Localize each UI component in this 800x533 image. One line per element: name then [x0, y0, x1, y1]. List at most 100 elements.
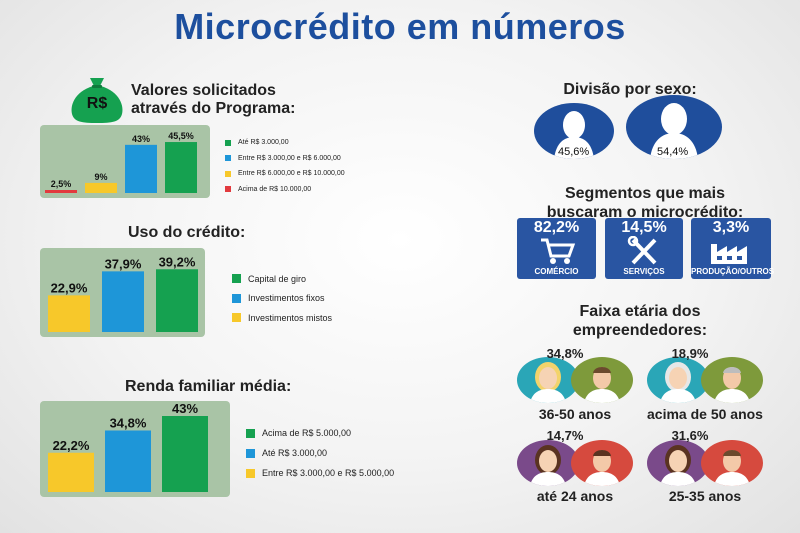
male-face-icon — [701, 357, 763, 403]
legend-item: Entre R$ 3.000,00 e R$ 6.000,00 — [225, 151, 345, 167]
bar-value-label-1: 9% — [94, 172, 107, 182]
factory-icon — [691, 236, 771, 266]
bar-1 — [105, 430, 151, 492]
legend-label: Até R$ 3.000,00 — [262, 448, 328, 458]
female-silhouette-icon — [554, 111, 594, 159]
segmentos-title: Segmentos que mais buscaram o microcrédi… — [530, 184, 760, 222]
bar-1 — [102, 271, 144, 332]
sexo-title: Divisão por sexo: — [563, 81, 697, 98]
female-face-icon — [647, 357, 709, 403]
age-group-percent: 34,8% — [546, 346, 584, 361]
legend-label: Capital de giro — [248, 273, 307, 284]
legend-label: Acima de R$ 10.000,00 — [238, 185, 312, 193]
segmentos-title-line1: Segmentos que mais — [564, 185, 726, 202]
valores-title-line1: Valores solicitados — [131, 82, 276, 99]
page-title: Microcrédito em números — [174, 6, 626, 47]
bar-0 — [48, 295, 90, 332]
renda-title: Renda familiar média: — [125, 378, 292, 395]
male-avatar — [626, 95, 722, 159]
female-face-icon — [517, 440, 579, 486]
legend-item: Investimentos mistos — [232, 308, 332, 328]
chart-renda-svg: 22,2% 34,8% 43% — [48, 401, 208, 492]
bar-0 — [45, 190, 77, 193]
female-face-icon — [517, 357, 579, 403]
renda-legend: Acima de R$ 5.000,00 Até R$ 3.000,00 Entre… — [246, 423, 394, 483]
legend-swatch — [232, 313, 241, 323]
female-face-icon — [647, 440, 709, 486]
legend-item: Capital de giro — [232, 269, 332, 289]
bar-value-label-2: 39,2% — [159, 254, 196, 269]
legend-swatch — [232, 293, 241, 303]
bar-2 — [162, 416, 208, 492]
uso-chart: 22,9% 37,9% 39,2% — [40, 248, 205, 337]
legend-label: Investimentos fixos — [248, 293, 325, 304]
segment-servicos-value: 14,5% — [621, 219, 667, 236]
faixa-title: Faixa etária dos empreendedores: — [540, 302, 740, 340]
faixa-title-line1: Faixa etária dos — [579, 303, 701, 320]
bar-1 — [85, 182, 117, 193]
bar-2 — [125, 144, 157, 193]
renda-chart: 22,2% 34,8% 43% — [40, 401, 230, 497]
legend-swatch — [225, 170, 231, 177]
money-bag-label: R$ — [86, 95, 108, 112]
male-percent: 54,4% — [657, 146, 689, 158]
age-group-percent: 31,6% — [671, 428, 709, 443]
female-avatar — [534, 103, 614, 159]
segment-servicos: 14,5% SERVIÇOS — [605, 218, 683, 279]
legend-swatch — [246, 448, 255, 458]
bar-0 — [48, 452, 94, 492]
money-bag-icon: R$ — [68, 76, 126, 124]
age-group-label: 36-50 anos — [538, 406, 612, 422]
valores-title: Valores solicitados através do Programa: — [131, 82, 331, 118]
segmentos-title-line2: buscaram o microcrédito: — [546, 204, 744, 221]
bar-value-label-1: 34,8% — [110, 415, 147, 430]
male-face-icon — [571, 357, 633, 403]
legend-swatch — [225, 139, 231, 146]
bar-value-label-0: 2,5% — [51, 179, 72, 189]
legend-label: Entre R$ 3.000,00 e R$ 5.000,00 — [262, 468, 395, 478]
legend-item: Investimentos fixos — [232, 289, 332, 309]
valores-legend: Até R$ 3.000,00 Entre R$ 3.000,00 e R$ 6.… — [225, 135, 345, 197]
age-group-label: até 24 anos — [536, 488, 614, 504]
legend-item: Entre R$ 6.000,00 e R$ 10.000,00 — [225, 166, 345, 182]
chart-valores-svg: 2,5% 9% 43% 45,5% — [45, 131, 197, 193]
age-group-percent: 18,9% — [671, 346, 709, 361]
bar-value-label-0: 22,9% — [51, 280, 88, 295]
segment-servicos-label: SERVIÇOS — [623, 267, 665, 276]
valores-chart: 2,5% 9% 43% 45,5% — [40, 125, 210, 198]
bar-value-label-1: 37,9% — [105, 256, 142, 271]
segment-producao: 3,3% PRODUÇÃO/OUTROS — [691, 218, 775, 279]
shopping-cart-icon — [517, 236, 596, 266]
segment-comercio-label: COMÉRCIO — [534, 267, 579, 276]
bar-value-label-0: 22,2% — [53, 438, 90, 453]
uso-title: Uso do crédito: — [128, 224, 246, 241]
valores-title-line2: através do Programa: — [131, 100, 296, 117]
legend-swatch — [246, 428, 255, 438]
bar-value-label-2: 43% — [172, 401, 198, 416]
segment-producao-value: 3,3% — [712, 219, 750, 236]
male-silhouette-icon — [650, 103, 698, 159]
legend-item: Até R$ 3.000,00 — [225, 135, 345, 151]
bar-3 — [165, 142, 197, 193]
legend-item: Entre R$ 3.000,00 e R$ 5.000,00 — [246, 463, 394, 483]
legend-label: Investimentos mistos — [248, 312, 333, 323]
segment-comercio: 82,2% COMÉRCIO — [517, 218, 596, 279]
age-group-label: acima de 50 anos — [647, 406, 763, 422]
legend-item: Até R$ 3.000,00 — [246, 443, 394, 463]
male-face-icon — [571, 440, 633, 486]
legend-swatch — [246, 468, 255, 478]
legend-swatch — [225, 155, 231, 162]
legend-swatch — [225, 186, 231, 193]
uso-legend: Capital de giro Investimentos fixos Invest… — [232, 269, 332, 328]
legend-label: Até R$ 3.000,00 — [238, 139, 289, 147]
legend-label: Acima de R$ 5.000,00 — [262, 428, 352, 438]
age-group-label: 25-35 anos — [668, 488, 742, 504]
faixa-title-line2: empreendedores: — [572, 322, 708, 339]
female-percent: 45,6% — [558, 146, 590, 158]
tools-icon — [605, 235, 683, 266]
chart-uso-svg: 22,9% 37,9% 39,2% — [48, 254, 198, 332]
male-face-icon — [701, 440, 763, 486]
legend-item: Acima de R$ 5.000,00 — [246, 423, 394, 443]
legend-label: Entre R$ 3.000,00 e R$ 6.000,00 — [238, 154, 341, 162]
segment-producao-label: PRODUÇÃO/OUTROS — [691, 267, 775, 276]
